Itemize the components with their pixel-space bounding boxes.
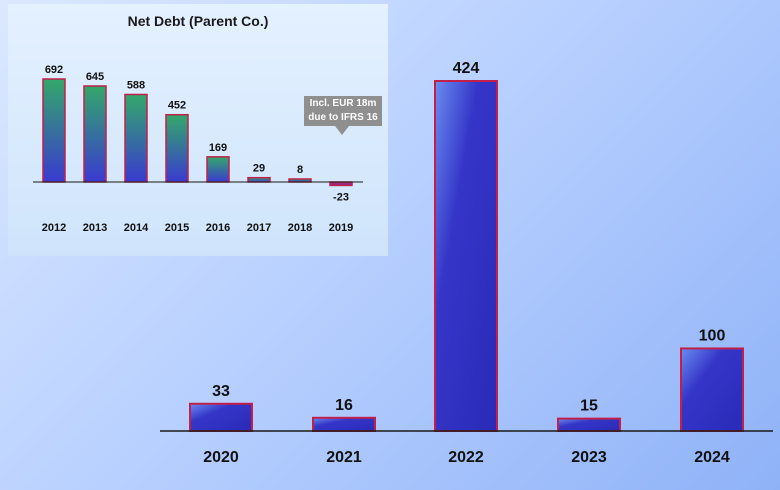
inset-value-label-2015: 452: [168, 100, 186, 112]
inset-value-label-2016: 169: [209, 142, 227, 154]
inset-chart: 692 2012 645 2013 588 2014 452 2015 169 2016 29 201…: [33, 64, 363, 234]
inset-x-tick-2019: 2019: [329, 222, 353, 234]
inset-x-tick-2018: 2018: [288, 222, 312, 234]
inset-x-tick-2012: 2012: [42, 222, 66, 234]
callout-line-1: Incl. EUR 18m: [309, 98, 377, 109]
inset-value-label-2012: 692: [45, 64, 63, 76]
inset-x-tick-2015: 2015: [165, 222, 189, 234]
inset-bar-2019: [329, 181, 353, 187]
inset-value-label-2013: 645: [86, 71, 104, 83]
inset-value-label-2014: 588: [127, 79, 145, 91]
main-x-tick-2022: 2022: [448, 449, 484, 466]
main-bar-2023: [557, 417, 621, 432]
main-bar-2021: [312, 416, 376, 432]
main-x-tick-2024: 2024: [694, 449, 730, 466]
inset-bar-2012: [42, 78, 66, 183]
inset-bar-2016: [206, 156, 230, 183]
inset-chart-title: Net Debt (Parent Co.): [127, 13, 269, 29]
inset-value-label-2017: 29: [253, 163, 265, 175]
main-value-label-2020: 33: [212, 383, 230, 400]
main-value-label-2023: 15: [580, 398, 598, 415]
main-x-tick-2020: 2020: [203, 449, 239, 466]
main-x-tick-2023: 2023: [571, 449, 607, 466]
inset-bar-2014: [124, 93, 148, 183]
inset-bar-2017: [247, 176, 271, 183]
main-bar-2024: [680, 347, 744, 432]
main-value-label-2021: 16: [335, 397, 353, 414]
inset-value-label-2018: 8: [297, 164, 303, 176]
ifrs16-callout: Incl. EUR 18m due to IFRS 16: [304, 96, 382, 126]
inset-x-tick-2013: 2013: [83, 222, 107, 234]
callout-line-2: due to IFRS 16: [308, 112, 378, 123]
main-bar-2020: [189, 402, 253, 432]
callout-pointer: [335, 126, 349, 135]
inset-value-label-2019: -23: [333, 191, 349, 203]
main-value-label-2022: 424: [453, 60, 480, 77]
inset-bar-2013: [83, 85, 107, 183]
main-bar-2022: [434, 80, 498, 432]
inset-bar-2015: [165, 113, 189, 183]
inset-x-tick-2014: 2014: [124, 222, 149, 234]
inset-panel: 692 2012 645 2013 588 2014 452 2015 169 2016 29 201…: [8, 4, 388, 256]
main-x-tick-2021: 2021: [326, 449, 362, 466]
inset-x-tick-2016: 2016: [206, 222, 230, 234]
main-value-label-2024: 100: [699, 327, 726, 344]
inset-x-tick-2017: 2017: [247, 222, 271, 234]
